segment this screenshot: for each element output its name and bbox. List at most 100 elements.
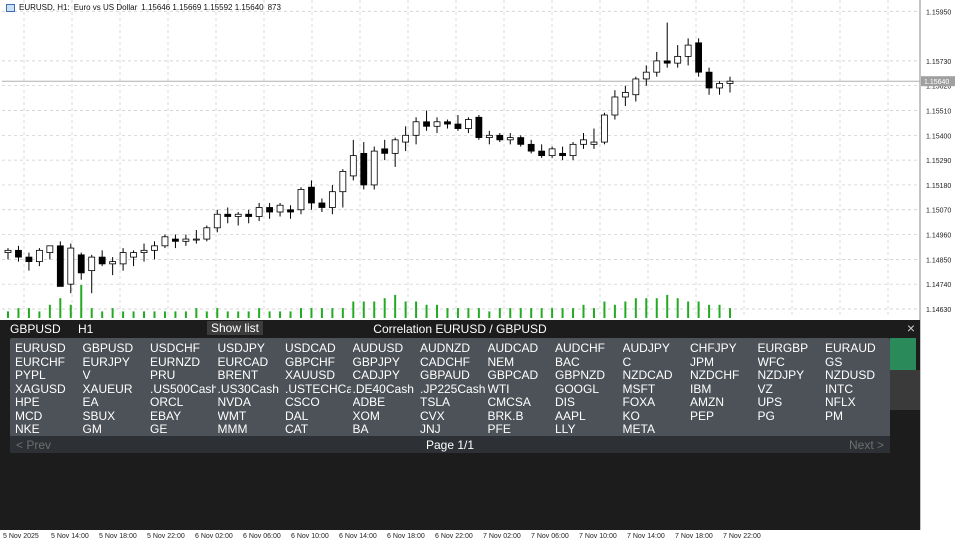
symbol-item[interactable]: EURCAD [217,355,269,369]
symbol-item[interactable]: V [82,369,91,382]
symbol-item[interactable]: EURNZD [150,355,200,369]
symbol-item[interactable]: .DE40Cash [352,382,414,396]
close-icon[interactable]: × [906,320,916,336]
symbol-item[interactable]: JNJ [420,423,441,436]
symbol-item[interactable]: WMT [217,409,247,423]
candle-bullish [506,137,514,141]
symbol-item[interactable]: HPE [15,396,40,409]
symbol-item[interactable]: USDCHF [150,342,200,355]
symbol-item[interactable]: ADBE [352,396,386,409]
symbol-item[interactable]: META [622,423,655,436]
symbol-item[interactable]: AUDNZD [420,342,470,355]
symbol-item[interactable]: MMM [217,423,248,436]
symbol-item[interactable]: TSLA [420,396,451,409]
symbol-item[interactable]: CSCO [285,396,320,409]
time-label: 5 Nov 14:00 [51,533,89,540]
symbol-item[interactable]: IBM [690,382,712,396]
symbol-item[interactable]: ORCL [150,396,184,409]
symbol-item[interactable]: GE [150,423,168,436]
symbol-item[interactable]: GBPUSD [82,342,134,355]
symbol-item[interactable]: USDJPY [217,342,265,355]
symbol-item[interactable]: PFE [487,423,511,436]
symbol-item[interactable]: NEM [487,355,515,369]
next-page-button[interactable]: Next > [848,438,884,452]
symbol-item[interactable]: GBPCAD [487,369,539,382]
symbol-item[interactable]: BAC [555,355,580,369]
symbol-item[interactable]: PEP [690,409,715,423]
symbol-item[interactable]: NZDCHF [690,369,740,382]
symbol-item[interactable]: EURGBP [757,342,809,355]
symbol-item[interactable]: KO [622,409,640,423]
symbol-item[interactable]: AAPL [555,409,586,423]
symbol-item[interactable]: CAT [285,423,309,436]
symbol-item[interactable]: PRU [150,369,176,382]
symbol-item[interactable]: CHFJPY [690,342,737,355]
symbol-item[interactable]: NZDJPY [757,369,805,382]
symbol-item[interactable]: XAUEUR [82,382,133,396]
symbol-item[interactable]: AUDJPY [622,342,670,355]
prev-page-button[interactable]: < Prev [16,438,52,452]
symbol-item[interactable]: AUDUSD [352,342,404,355]
symbol-item[interactable]: GM [82,423,102,436]
symbol-item[interactable]: WTI [487,382,510,396]
symbol-item[interactable]: SBUX [82,409,116,423]
symbol-item[interactable]: XOM [352,409,380,423]
symbol-item[interactable]: CMCSA [487,396,531,409]
symbol-item[interactable]: NVDA [217,396,251,409]
symbol-item[interactable]: LLY [555,423,576,436]
accent-green-block[interactable] [890,338,916,370]
symbol-item[interactable]: DAL [285,409,309,423]
symbol-item[interactable]: MSFT [622,382,656,396]
symbol-item[interactable]: UPS [757,396,783,409]
symbol-item[interactable]: VZ [757,382,773,396]
symbol-item[interactable]: EURAUD [825,342,876,355]
candle-bearish [454,123,462,129]
symbol-item[interactable]: GBPAUD [420,369,470,382]
symbol-item[interactable]: NKE [15,423,40,436]
symbol-item[interactable]: AUDCHF [555,342,605,355]
panel-timeframe[interactable]: H1 [78,322,94,336]
show-list-button[interactable]: Show list [207,321,263,335]
symbol-item[interactable]: GS [825,355,843,369]
symbol-item[interactable]: MCD [15,409,43,423]
candle-bullish [485,134,493,138]
symbol-item[interactable]: .JP225Cash [420,382,486,396]
symbol-item[interactable]: .US500Cash [150,382,216,396]
symbol-item[interactable]: NZDUSD [825,369,875,382]
price-label: 1.15180 [926,183,951,190]
panel-symbol[interactable]: GBPUSD [10,322,61,336]
symbol-item[interactable]: BA [352,423,369,436]
symbol-item[interactable]: CADCHF [420,355,470,369]
symbol-item[interactable]: BRK.B [487,409,524,423]
symbol-item[interactable]: PYPL [15,369,46,382]
symbol-item[interactable]: AMZN [690,396,724,409]
symbol-item[interactable]: EA [82,396,99,409]
symbol-item[interactable]: .US30Cash [217,382,279,396]
symbol-item[interactable]: GOOGL [555,382,600,396]
symbol-item[interactable]: FOXA [622,396,656,409]
symbol-item[interactable]: JPM [690,355,714,369]
symbol-item[interactable]: EURJPY [82,355,130,369]
symbol-item[interactable]: GBPCHF [285,355,336,369]
symbol-item[interactable]: EURUSD [15,342,66,355]
symbol-item[interactable]: .USTECHCash [285,382,351,396]
symbol-item[interactable]: PG [757,409,775,423]
symbol-item[interactable]: GBPNZD [555,369,606,382]
symbol-item[interactable]: XAGUSD [15,382,66,396]
symbol-item[interactable]: CVX [420,409,445,423]
symbol-item[interactable]: XAUUSD [285,369,336,382]
symbol-item[interactable]: GBPJPY [352,355,400,369]
symbol-item[interactable]: EBAY [150,409,182,423]
symbol-item[interactable]: AUDCAD [487,342,539,355]
symbol-item[interactable]: EURCHF [15,355,65,369]
symbol-item[interactable]: NFLX [825,396,856,409]
symbol-item[interactable]: PM [825,409,843,423]
symbol-item[interactable]: INTC [825,382,853,396]
symbol-item[interactable]: CADJPY [352,369,400,382]
symbol-item[interactable]: NZDCAD [622,369,673,382]
symbol-item[interactable]: USDCAD [285,342,336,355]
symbol-item[interactable]: BRENT [217,369,259,382]
symbol-item[interactable]: C [622,355,632,369]
symbol-item[interactable]: DIS [555,396,576,409]
symbol-item[interactable]: WFC [757,355,785,369]
